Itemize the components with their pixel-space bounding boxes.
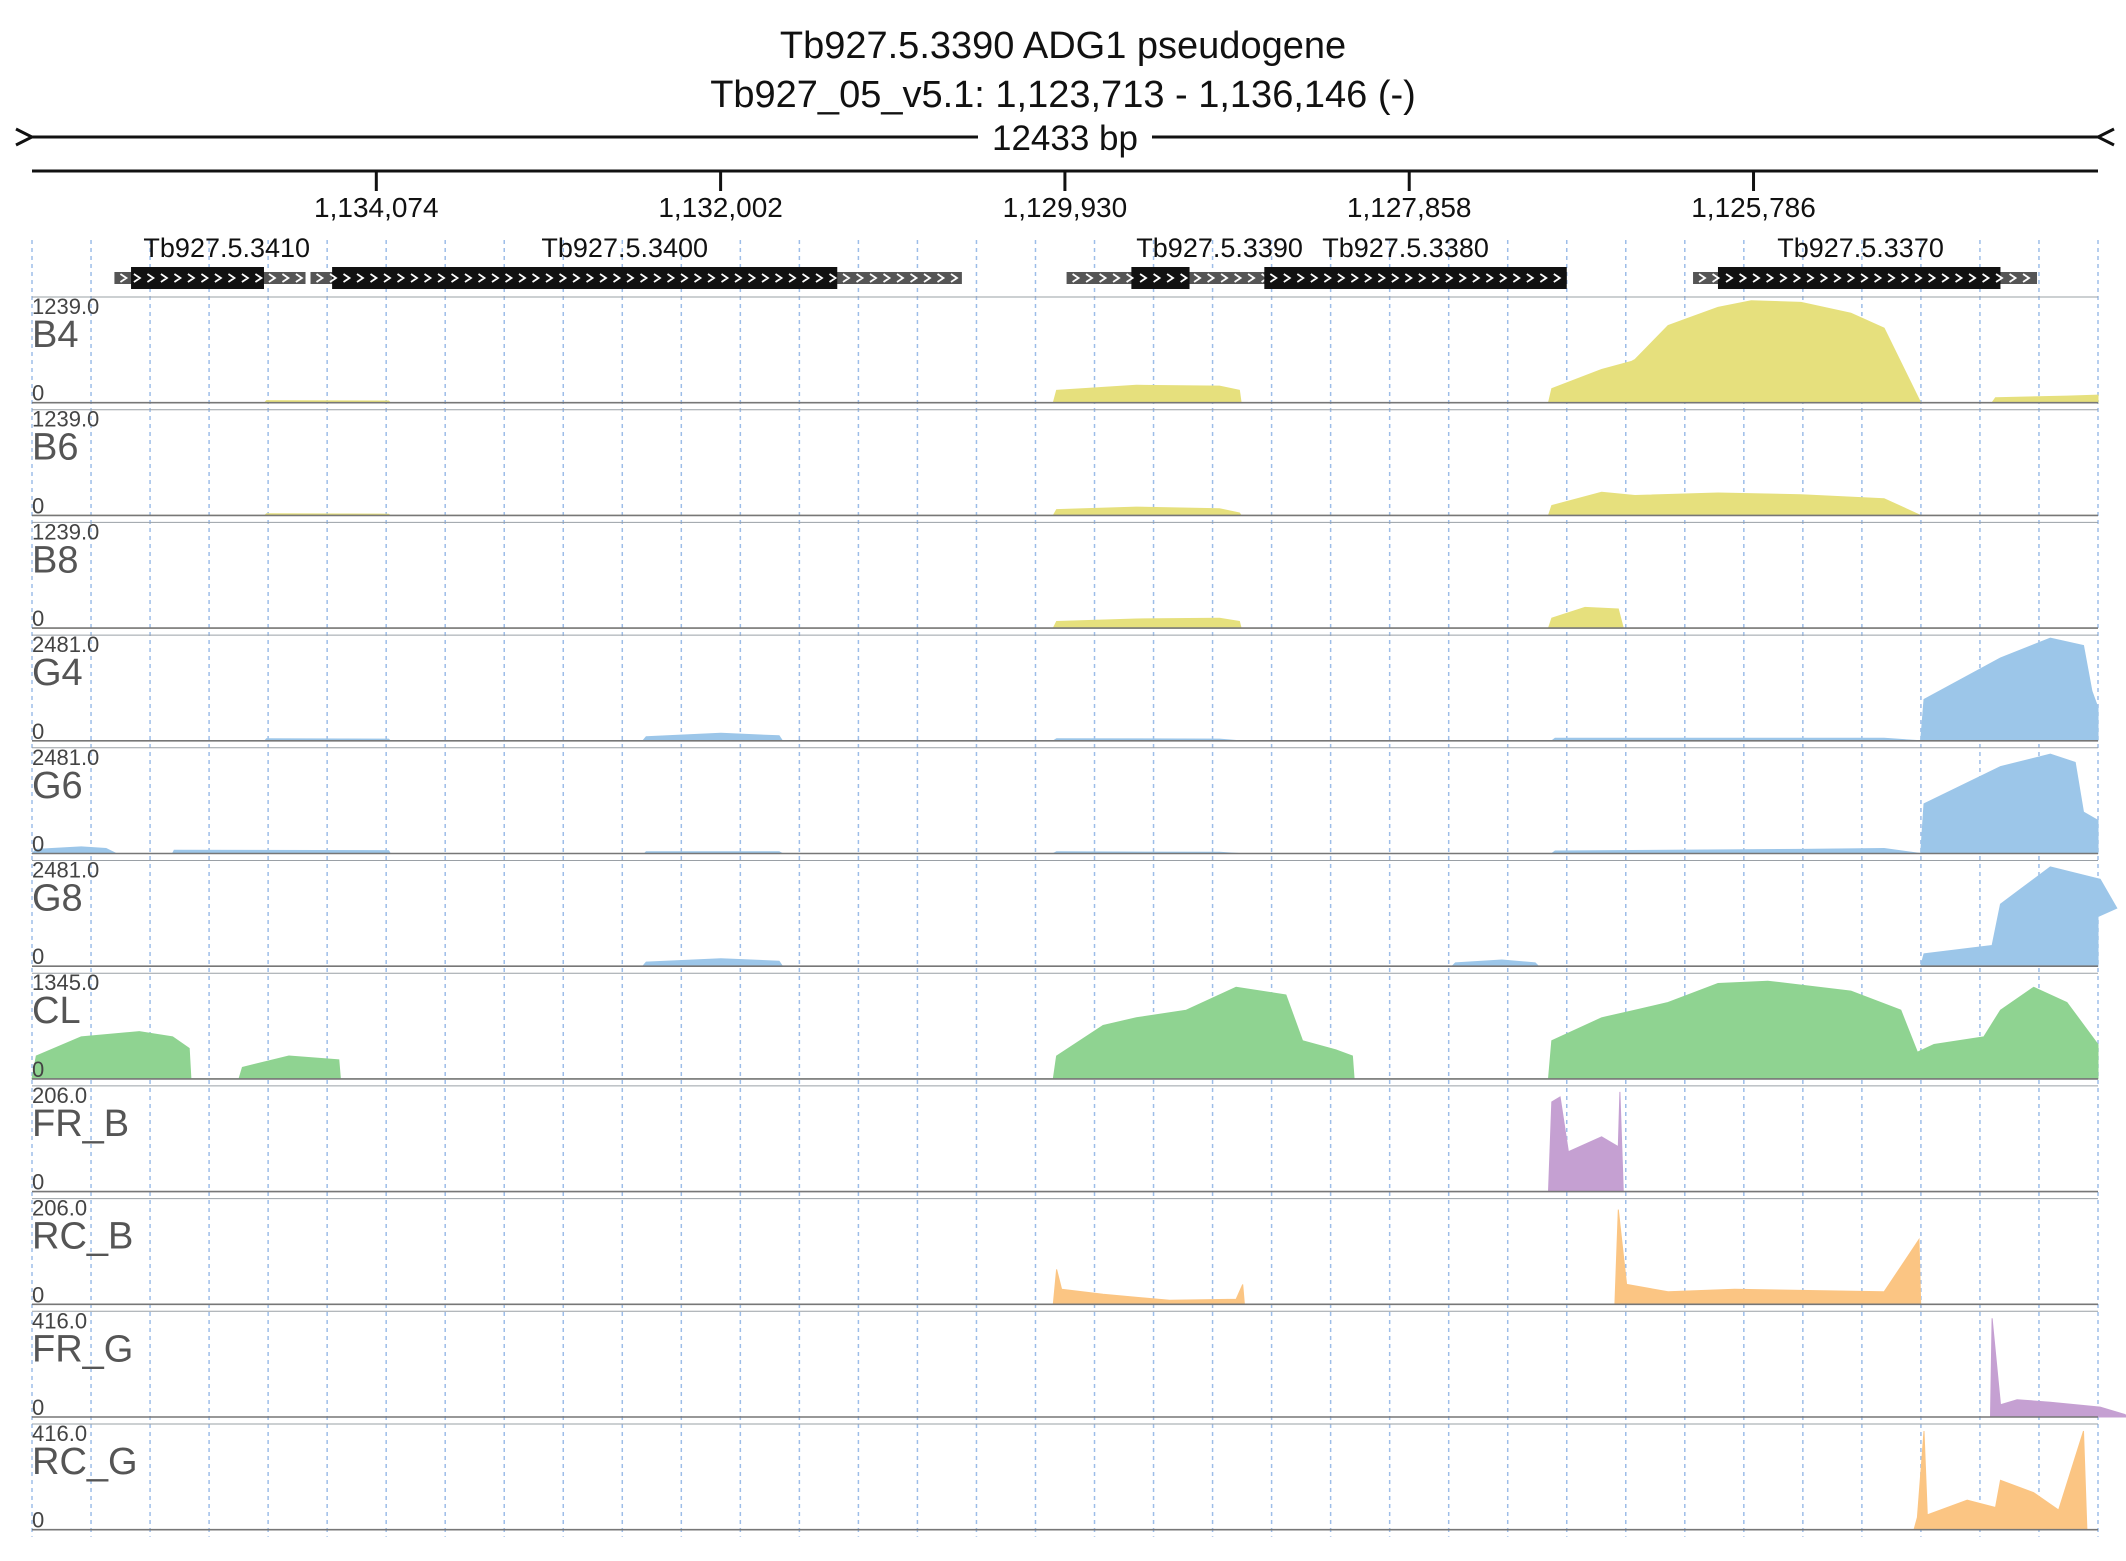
track-zero-label: 0 <box>32 381 44 406</box>
coverage-area <box>32 300 2099 404</box>
track-b4: 1239.0B4 0 <box>32 294 2099 406</box>
x-tick-label: 1,132,002 <box>658 192 783 223</box>
chart-title: Tb927.5.3390 ADG1 pseudogene <box>780 25 1346 67</box>
track-max-label: 1239.0 <box>32 294 99 319</box>
coverage-area <box>32 1430 2098 1531</box>
gene-label: Tb927.5.3380 <box>1322 233 1489 263</box>
coverage-area <box>32 1091 2098 1193</box>
track-fr-b: 206.0FR_B 0 <box>32 1083 2098 1195</box>
track-name: FR_B <box>32 1103 129 1145</box>
strand-arrows <box>119 273 304 283</box>
track-name: G4 <box>32 652 83 694</box>
track-zero-label: 0 <box>32 832 44 857</box>
track-max-label: 416.0 <box>32 1421 87 1446</box>
track-zero-label: 0 <box>32 1282 44 1307</box>
gene-model: Tb927.5.3380 <box>1264 233 1567 289</box>
gene-label: Tb927.5.3410 <box>143 233 310 263</box>
x-tick-label: 1,127,858 <box>1347 192 1472 223</box>
coverage-area <box>32 866 2118 967</box>
track-name: FR_G <box>32 1328 133 1370</box>
track-zero-label: 0 <box>32 1170 44 1195</box>
track-rc-g: 416.0RC_G 0 <box>32 1421 2098 1533</box>
track-zero-label: 0 <box>32 1057 44 1082</box>
track-max-label: 1345.0 <box>32 970 99 995</box>
gene-model: Tb927.5.3370 <box>1693 233 2038 289</box>
coverage-area <box>31 980 2099 1080</box>
track-name: B4 <box>32 314 78 356</box>
span-label: 12433 bp <box>992 119 1138 158</box>
strand-arrows <box>316 273 959 283</box>
track-g6: 2481.0G6 0 <box>30 745 2099 857</box>
coverage-tracks: 1239.0B401239.0B601239.0B802481.0G402481… <box>30 294 2126 1533</box>
track-rc-b: 206.0RC_B 0 <box>32 1196 2098 1307</box>
track-g4: 2481.0G4 0 <box>32 632 2099 744</box>
track-zero-label: 0 <box>32 1395 44 1420</box>
strand-arrows <box>1698 273 2031 283</box>
track-b8: 1239.0B8 0 <box>32 519 2098 631</box>
track-max-label: 206.0 <box>32 1083 87 1108</box>
track-max-label: 1239.0 <box>32 519 99 544</box>
x-tick-label: 1,134,074 <box>314 192 439 223</box>
gene-cds <box>1717 267 2001 289</box>
gene-model: Tb927.5.3400 <box>310 233 962 289</box>
grid-lines <box>31 240 2099 1537</box>
chart-subtitle: Tb927_05_v5.1: 1,123,713 - 1,136,146 (-) <box>710 74 1416 116</box>
track-zero-label: 0 <box>32 944 44 969</box>
gene-cds <box>1264 267 1567 289</box>
span-ruler: 12433 bp <box>32 119 2098 173</box>
track-max-label: 2481.0 <box>32 632 99 657</box>
track-zero-label: 0 <box>32 606 44 631</box>
track-max-label: 416.0 <box>32 1308 87 1333</box>
track-name: B6 <box>32 427 78 469</box>
track-max-label: 206.0 <box>32 1196 87 1221</box>
track-zero-label: 0 <box>32 1508 44 1533</box>
gene-label: Tb927.5.3370 <box>1777 233 1944 263</box>
track-name: RC_G <box>32 1441 138 1483</box>
strand-arrows <box>1269 273 1562 283</box>
track-max-label: 1239.0 <box>32 407 99 432</box>
track-zero-label: 0 <box>32 719 44 744</box>
track-g8: 2481.0G8 0 <box>32 858 2118 969</box>
gene-model: Tb927.5.3410 <box>114 233 310 289</box>
track-name: RC_B <box>32 1216 133 1258</box>
gene-label: Tb927.5.3400 <box>541 233 708 263</box>
x-tick-label: 1,125,786 <box>1691 192 1816 223</box>
coverage-area <box>32 1209 2098 1305</box>
track-zero-label: 0 <box>32 493 44 518</box>
track-name: G6 <box>32 765 83 807</box>
track-b6: 1239.0B6 0 <box>32 407 2098 518</box>
track-name: B8 <box>32 539 78 581</box>
track-name: CL <box>32 990 81 1032</box>
gene-cds <box>131 267 264 289</box>
gene-cds <box>332 267 838 289</box>
coverage-area <box>32 637 2099 742</box>
x-tick-label: 1,129,930 <box>1003 192 1128 223</box>
track-cl: 1345.0CL 0 <box>31 970 2099 1082</box>
track-fr-g: 416.0FR_G 0 <box>32 1308 2126 1420</box>
track-max-label: 2481.0 <box>32 858 99 883</box>
track-name: G8 <box>32 878 83 920</box>
gene-annotation-track: Tb927.5.3410 Tb927.5.3400 Tb927.5.3390 Tb92… <box>114 233 2038 289</box>
coverage-area <box>32 491 2098 516</box>
coverage-area <box>30 753 2099 855</box>
coverage-area <box>32 1318 2126 1418</box>
x-axis-ticks: 1,134,074 1,132,002 1,129,930 1,127,858 1,12… <box>314 171 1816 223</box>
gene-label: Tb927.5.3390 <box>1136 233 1303 263</box>
coverage-area <box>32 606 2098 629</box>
track-max-label: 2481.0 <box>32 745 99 770</box>
